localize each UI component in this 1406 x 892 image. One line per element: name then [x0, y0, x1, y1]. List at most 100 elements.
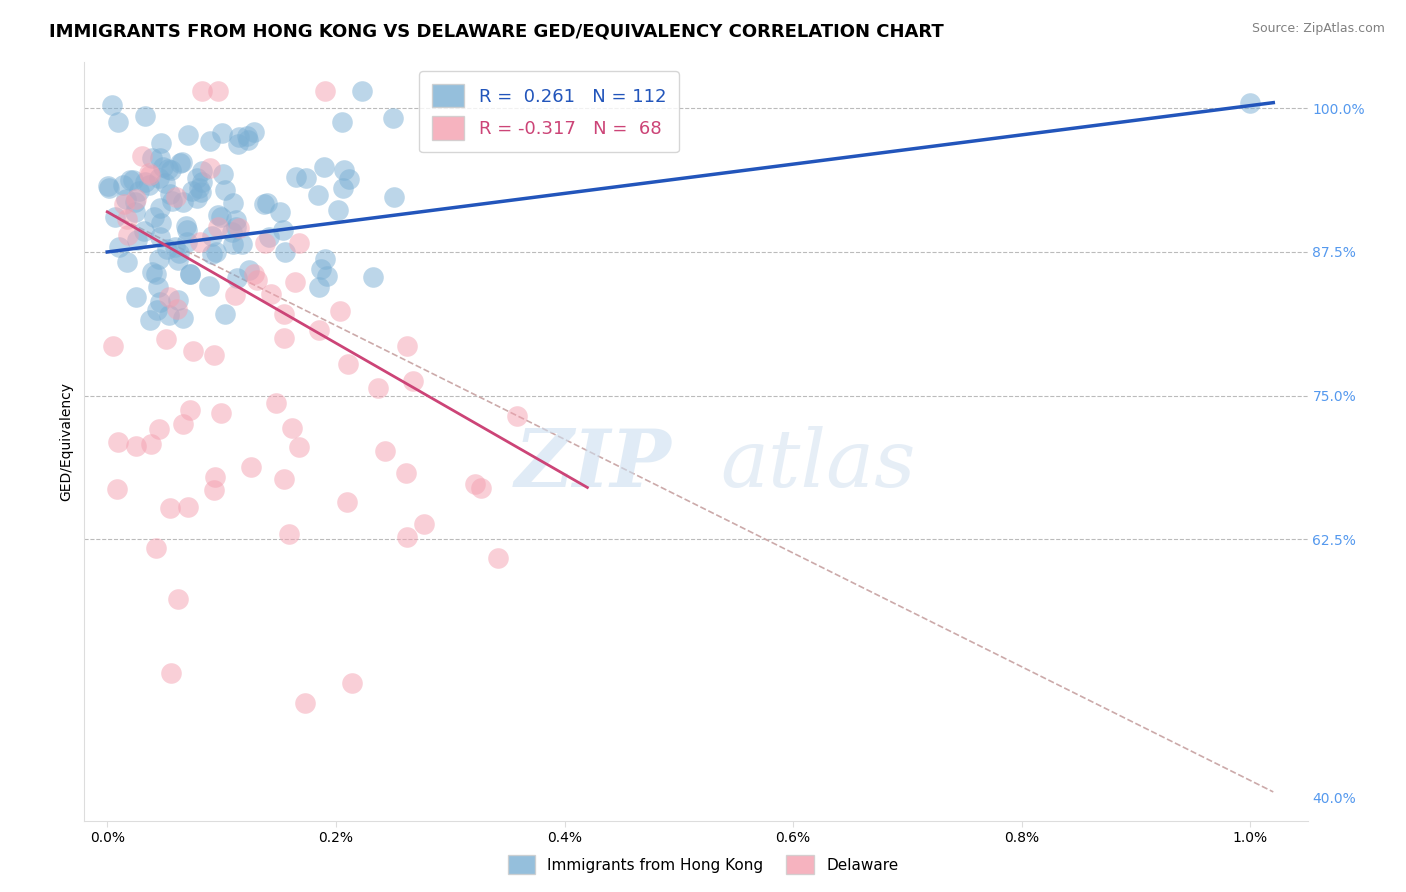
Point — [222, 195, 245, 210]
Point — [243, 267, 266, 281]
Point — [314, 84, 336, 98]
Point — [187, 181, 209, 195]
Point — [309, 262, 332, 277]
Point — [228, 130, 250, 145]
Text: atlas: atlas — [720, 425, 915, 503]
Point — [124, 205, 146, 219]
Point — [308, 323, 330, 337]
Point — [157, 290, 180, 304]
Point — [190, 164, 212, 178]
Point — [260, 287, 283, 301]
Point — [107, 115, 129, 129]
Y-axis label: GED/Equivalency: GED/Equivalency — [59, 382, 73, 501]
Point — [307, 188, 329, 202]
Point — [132, 224, 155, 238]
Point — [308, 280, 330, 294]
Point — [190, 235, 212, 249]
Point — [138, 166, 160, 180]
Point — [177, 500, 200, 514]
Point — [166, 302, 188, 317]
Point — [314, 252, 336, 267]
Point — [167, 245, 190, 260]
Point — [190, 185, 212, 199]
Point — [149, 201, 172, 215]
Point — [198, 278, 221, 293]
Point — [273, 331, 295, 345]
Point — [240, 459, 263, 474]
Point — [118, 173, 141, 187]
Point — [134, 110, 156, 124]
Point — [221, 225, 243, 239]
Point — [225, 219, 247, 234]
Point — [381, 111, 404, 125]
Point — [486, 550, 509, 565]
Point — [97, 179, 120, 194]
Point — [152, 160, 174, 174]
Point — [157, 308, 180, 322]
Point — [167, 252, 190, 267]
Point — [112, 197, 135, 211]
Point — [205, 245, 228, 260]
Point — [149, 230, 172, 244]
Point — [470, 481, 492, 495]
Text: Source: ZipAtlas.com: Source: ZipAtlas.com — [1251, 22, 1385, 36]
Point — [145, 267, 167, 281]
Point — [145, 541, 167, 556]
Point — [395, 339, 418, 353]
Point — [200, 134, 222, 148]
Point — [141, 152, 163, 166]
Point — [134, 175, 156, 189]
Point — [149, 294, 172, 309]
Point — [330, 115, 353, 129]
Point — [186, 191, 208, 205]
Point — [367, 381, 389, 395]
Point — [201, 229, 224, 244]
Point — [243, 125, 266, 139]
Point — [146, 303, 169, 318]
Point — [138, 178, 160, 192]
Point — [148, 252, 170, 267]
Point — [153, 176, 176, 190]
Point — [329, 304, 352, 318]
Point — [105, 483, 128, 497]
Point — [176, 235, 198, 249]
Point — [125, 192, 148, 206]
Point — [181, 184, 204, 198]
Point — [212, 167, 235, 181]
Point — [141, 437, 163, 451]
Point — [201, 246, 224, 260]
Point — [413, 516, 436, 531]
Point — [165, 240, 187, 254]
Point — [139, 169, 162, 183]
Point — [1239, 95, 1261, 110]
Point — [172, 417, 194, 432]
Point — [204, 348, 226, 362]
Point — [127, 233, 149, 247]
Point — [253, 197, 276, 211]
Point — [295, 171, 318, 186]
Point — [117, 227, 139, 242]
Point — [117, 212, 139, 227]
Point — [97, 181, 120, 195]
Point — [156, 242, 179, 256]
Point — [207, 208, 229, 222]
Text: IMMIGRANTS FROM HONG KONG VS DELAWARE GED/EQUIVALENCY CORRELATION CHART: IMMIGRANTS FROM HONG KONG VS DELAWARE GE… — [49, 22, 943, 40]
Point — [285, 170, 308, 185]
Point — [402, 374, 425, 388]
Point — [246, 273, 269, 287]
Point — [186, 171, 208, 186]
Point — [108, 239, 131, 253]
Point — [274, 245, 297, 260]
Point — [200, 161, 222, 175]
Point — [314, 160, 336, 174]
Point — [374, 443, 396, 458]
Point — [224, 288, 246, 302]
Point — [103, 339, 125, 353]
Point — [100, 98, 122, 112]
Point — [124, 195, 146, 210]
Point — [284, 275, 307, 289]
Point — [148, 171, 170, 186]
Point — [179, 267, 201, 281]
Point — [150, 136, 173, 150]
Point — [236, 129, 259, 144]
